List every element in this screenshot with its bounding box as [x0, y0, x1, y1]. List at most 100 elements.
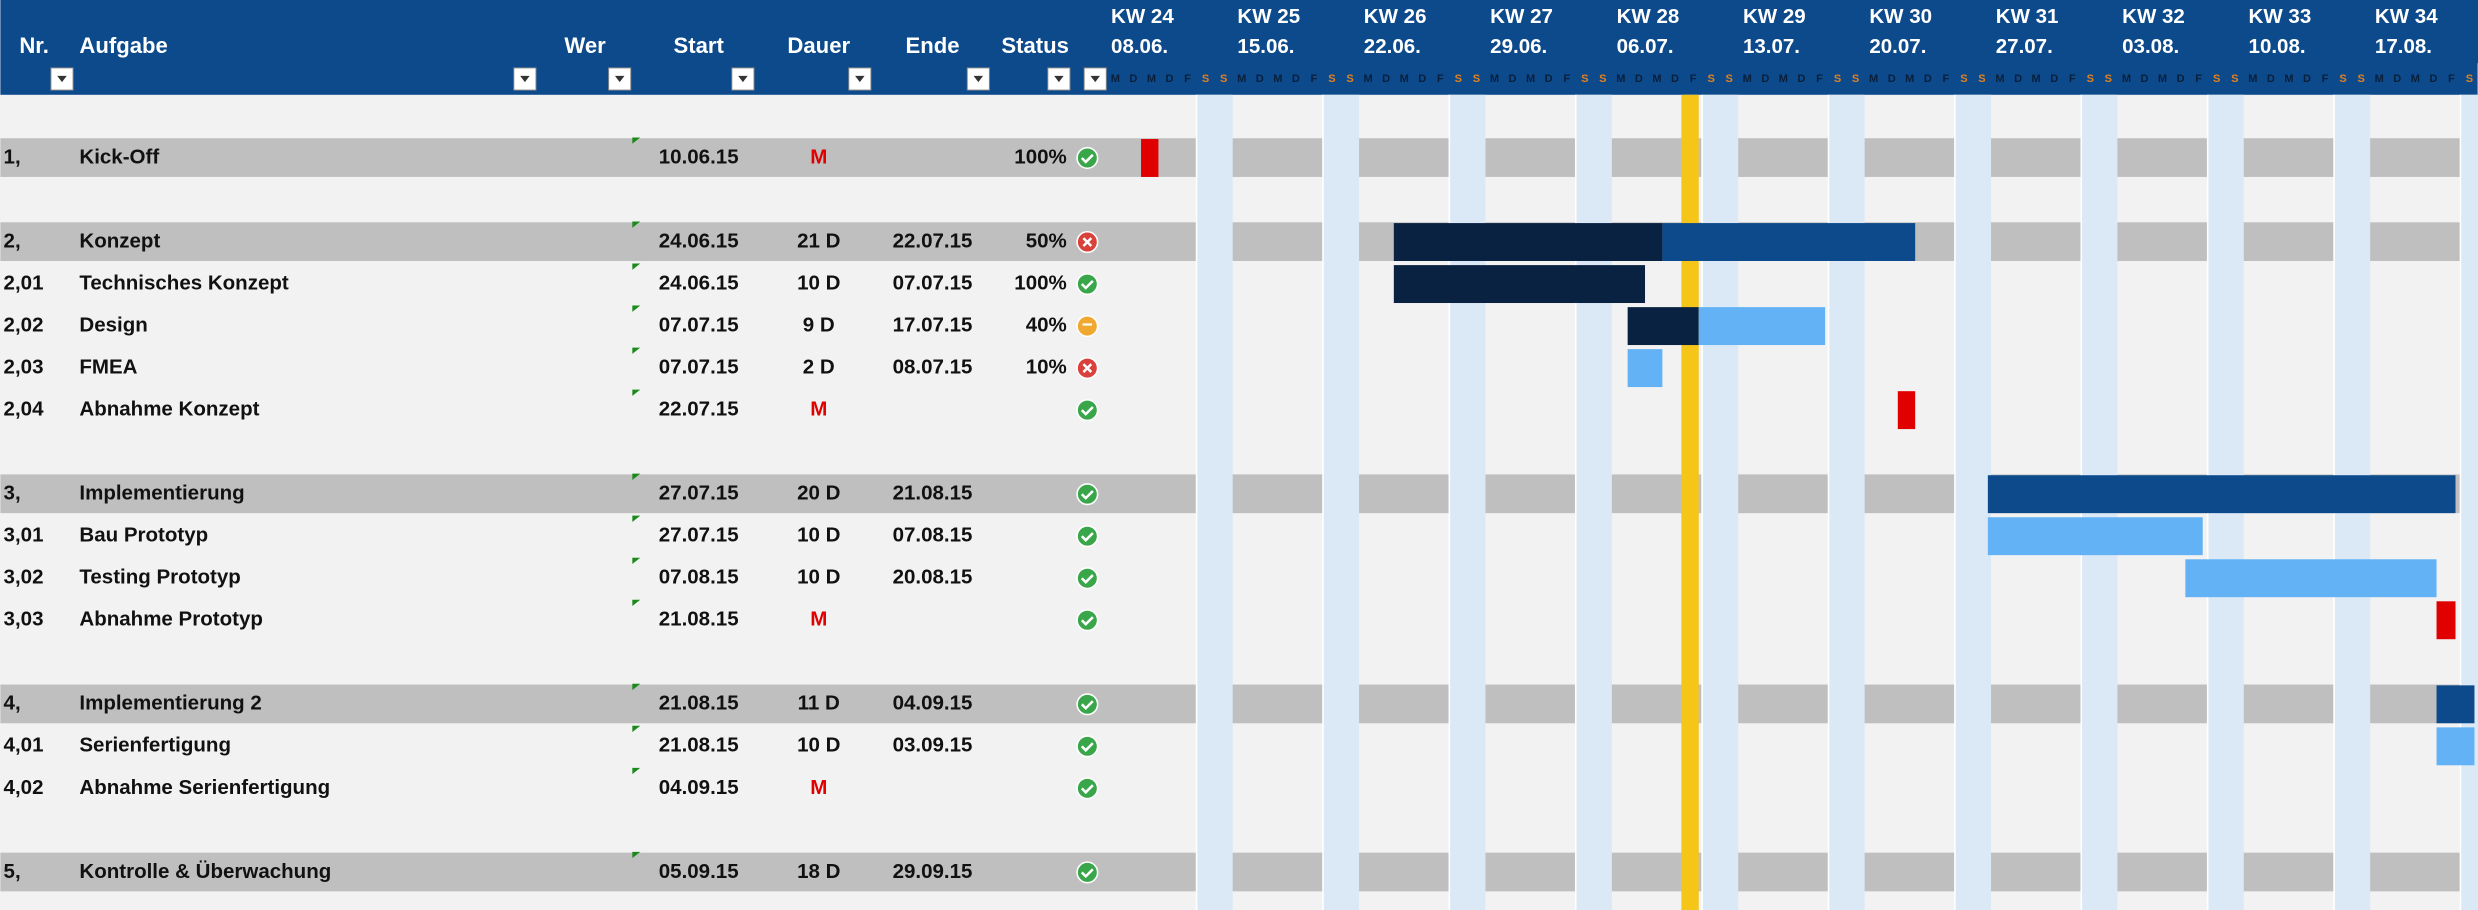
row-status: 100% — [1014, 271, 1066, 294]
row-task: Testing Prototyp — [79, 566, 240, 589]
week-number: KW 28 — [1617, 5, 1680, 28]
row-duration: 10 D — [797, 566, 840, 589]
filter-arrow — [57, 75, 67, 83]
week-number: KW 25 — [1237, 5, 1300, 28]
day-letter: S — [2357, 73, 2364, 85]
weekend-column — [1702, 94, 1739, 910]
day-letter: S — [1707, 73, 1714, 85]
row-status: 10% — [1026, 356, 1067, 379]
row-duration: M — [810, 608, 827, 631]
weekend-column — [1828, 94, 1865, 910]
day-letter: M — [1743, 73, 1752, 85]
row-task: Implementierung — [79, 482, 244, 505]
day-letter: M — [2411, 73, 2420, 85]
day-letter: D — [2014, 73, 2022, 85]
weekend-column — [1575, 94, 1612, 910]
row-start: 04.09.15 — [659, 776, 739, 799]
icon-check — [1080, 532, 1094, 542]
day-letter: S — [1473, 73, 1480, 85]
day-letter: S — [1581, 73, 1588, 85]
day-letter: M — [1237, 73, 1246, 85]
row-nr: 1, — [4, 145, 21, 168]
status-icon — [1076, 735, 1099, 758]
week-number: KW 33 — [2249, 5, 2312, 28]
day-letter: D — [2267, 73, 2275, 85]
row-task: Konzept — [79, 229, 160, 252]
row-start: 24.06.15 — [659, 229, 739, 252]
day-letter: M — [1652, 73, 1661, 85]
week-date: 06.07. — [1617, 35, 1674, 58]
col-start: Start — [674, 33, 725, 58]
row-end: 22.07.15 — [893, 229, 973, 252]
weekend-column — [1196, 94, 1233, 910]
icon-check — [1080, 406, 1094, 416]
row-end: 04.09.15 — [893, 692, 973, 715]
icon-check — [1080, 574, 1094, 584]
row-start: 27.07.15 — [659, 524, 739, 547]
filter-arrow — [1090, 75, 1100, 83]
day-letter: D — [1165, 73, 1173, 85]
status-icon — [1076, 861, 1099, 884]
day-letter: M — [1273, 73, 1282, 85]
row-duration: M — [810, 398, 827, 421]
row-nr: 3, — [4, 482, 21, 505]
day-letter: S — [1220, 73, 1227, 85]
row-duration: M — [810, 145, 827, 168]
milestone — [1897, 391, 1916, 430]
day-letter: S — [1726, 73, 1733, 85]
week-number: KW 27 — [1490, 5, 1553, 28]
status-icon — [1076, 315, 1099, 338]
row-nr: 4,02 — [4, 776, 44, 799]
col-who: Wer — [564, 33, 606, 58]
day-letter: M — [1905, 73, 1914, 85]
gantt-bar — [1393, 223, 1663, 261]
summary-row — [0, 138, 2478, 177]
week-separator — [2334, 0, 2371, 64]
day-letter: M — [2032, 73, 2041, 85]
row-start: 07.08.15 — [659, 566, 739, 589]
row-end: 08.07.15 — [893, 356, 973, 379]
day-letter: F — [2448, 73, 2455, 85]
week-number: KW 29 — [1743, 5, 1806, 28]
row-start: 21.08.15 — [659, 608, 739, 631]
day-letter: D — [1256, 73, 1264, 85]
week-separator — [1322, 0, 1360, 64]
status-icon — [1076, 146, 1099, 170]
day-letter: D — [1418, 73, 1426, 85]
day-letter: F — [2322, 73, 2329, 85]
row-task: Abnahme Prototyp — [79, 608, 263, 631]
day-letter: M — [1363, 73, 1372, 85]
day-letter: S — [1346, 73, 1353, 85]
gantt-bar — [1987, 517, 2203, 556]
day-letter: S — [2466, 73, 2473, 85]
day-letter: D — [2177, 73, 2185, 85]
gantt-bar — [2185, 559, 2437, 598]
day-letter: M — [2122, 73, 2131, 85]
icon-check — [1080, 742, 1094, 753]
week-separator — [1449, 0, 1486, 64]
gantt-bar — [1987, 475, 2456, 514]
day-letter: D — [1545, 73, 1553, 85]
gantt-bar — [1627, 349, 1663, 388]
summary-row — [0, 684, 2478, 724]
filter-arrow — [855, 75, 865, 83]
filter-arrow — [973, 75, 984, 83]
row-duration: 10 D — [797, 271, 840, 294]
icon-check — [1080, 490, 1094, 500]
row-duration: 20 D — [797, 482, 840, 505]
row-duration: 21 D — [797, 229, 840, 252]
row-start: 10.06.15 — [659, 145, 739, 168]
status-icon — [1076, 399, 1099, 422]
row-duration: M — [810, 776, 827, 799]
week-date: 08.06. — [1111, 35, 1168, 58]
day-letter: M — [2158, 73, 2167, 85]
row-end: 07.08.15 — [893, 524, 973, 547]
week-separator — [1954, 0, 1992, 64]
day-letter: S — [2339, 73, 2346, 85]
day-letter: M — [2375, 73, 2384, 85]
day-letter: D — [2050, 73, 2058, 85]
week-date: 17.08. — [2375, 35, 2432, 58]
status-icon — [1076, 567, 1099, 590]
week-number: KW 31 — [1996, 5, 2059, 28]
week-separator — [2460, 0, 2478, 64]
